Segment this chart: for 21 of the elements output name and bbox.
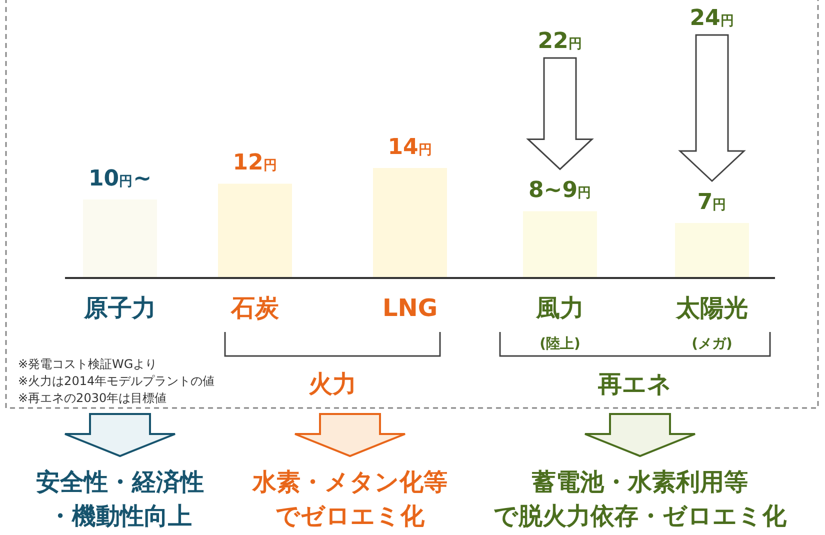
text: でゼロエミ化 xyxy=(276,502,426,530)
text: 水素・メタン化等 xyxy=(252,468,448,496)
text: で脱火力依存・ゼロエミ化 xyxy=(494,502,788,530)
data-label: 8~9円 xyxy=(528,178,592,204)
text: 火力 xyxy=(308,370,356,398)
data-label: 12円 xyxy=(232,150,278,176)
x-tick-label: LNG xyxy=(382,294,438,322)
x-tick-label: 原子力 xyxy=(83,294,156,322)
text: 蓄電池・水素利用等 xyxy=(531,468,748,496)
text: 安全性・経済性 xyxy=(36,468,204,496)
text: 22円 xyxy=(538,29,582,54)
data-label: 7円 xyxy=(697,190,727,215)
text: ・機動性向上 xyxy=(48,502,192,530)
data-label: 10円~ xyxy=(88,166,152,192)
data-label: 14円 xyxy=(388,135,432,160)
text: 再エネ xyxy=(597,370,672,398)
x-tick-label: 石炭 xyxy=(230,294,280,322)
text: ※再エネの2030年は目標値 xyxy=(18,391,167,405)
text: 24円 xyxy=(690,6,734,31)
text: ※発電コスト検証WGより xyxy=(18,357,158,371)
text: ※火力は2014年モデルプラントの値 xyxy=(18,374,215,388)
